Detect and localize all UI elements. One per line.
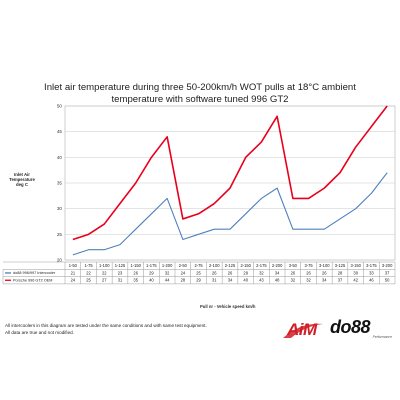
y-tick-label: 45 bbox=[57, 129, 63, 134]
x-tick-label: 1-175 bbox=[146, 263, 157, 268]
data-label: 32 bbox=[291, 278, 296, 283]
x-tick-label: 2-150 bbox=[240, 263, 251, 268]
legend-label-oem: Porsche 996 GT2 OEM bbox=[13, 279, 52, 283]
x-tick-label: 3-75 bbox=[304, 263, 313, 268]
x-tick-label: 2-50 bbox=[179, 263, 188, 268]
series-line-do88 bbox=[72, 172, 388, 256]
data-label: 25 bbox=[86, 278, 91, 283]
data-label: 32 bbox=[165, 270, 170, 275]
x-tick-label: 1-50 bbox=[69, 263, 78, 268]
do88-logo: do88 Performance bbox=[330, 318, 396, 342]
data-label: 21 bbox=[71, 270, 76, 275]
aim-logo: AiM bbox=[281, 320, 325, 340]
data-label: 35 bbox=[133, 278, 138, 283]
footnote-line1: All intercoolers in this diagram are tes… bbox=[5, 323, 207, 328]
x-tick-label: 3-175 bbox=[366, 263, 377, 268]
data-label: 42 bbox=[353, 278, 358, 283]
data-label: 34 bbox=[228, 278, 233, 283]
data-label: 22 bbox=[102, 270, 107, 275]
y-axis-label-line2: Temperature bbox=[9, 177, 35, 183]
chart-title-line2: temperature with software tuned 996 GT2 bbox=[111, 94, 289, 105]
data-label: 28 bbox=[338, 270, 343, 275]
data-label: 33 bbox=[369, 270, 374, 275]
data-label: 29 bbox=[149, 270, 154, 275]
data-label: 26 bbox=[133, 270, 138, 275]
data-label: 29 bbox=[243, 270, 248, 275]
x-tick-label: 3-125 bbox=[335, 263, 346, 268]
y-axis-label: Inlet Air Temperature deg C bbox=[3, 172, 41, 188]
data-label: 22 bbox=[86, 270, 91, 275]
x-tick-label: 3-100 bbox=[319, 263, 330, 268]
y-tick-label: 40 bbox=[57, 155, 63, 160]
aim-logo-text: AiM bbox=[287, 320, 317, 339]
footnote-line2: All data are true and not modified. bbox=[5, 329, 74, 335]
y-tick-label: 25 bbox=[57, 232, 63, 237]
data-label: 34 bbox=[275, 270, 280, 275]
do88-logo-text: do88 bbox=[330, 317, 371, 337]
x-tick-label: 3-200 bbox=[382, 263, 393, 268]
data-label: 26 bbox=[291, 270, 296, 275]
y-tick-label: 30 bbox=[57, 206, 63, 211]
x-tick-label: 2-175 bbox=[256, 263, 267, 268]
y-axis-label-line1: Inlet Air bbox=[14, 172, 30, 177]
do88-logo-tagline: Performance bbox=[372, 335, 392, 339]
data-label: 43 bbox=[259, 278, 264, 283]
data-label: 34 bbox=[322, 278, 327, 283]
data-label: 32 bbox=[259, 270, 264, 275]
legend-label-do88: do88 996/997 Intercooler bbox=[13, 271, 56, 275]
data-label: 46 bbox=[369, 278, 374, 283]
chart-title-line1: Inlet air temperature during three 50-20… bbox=[44, 82, 356, 93]
data-label: 29 bbox=[196, 278, 201, 283]
data-label: 25 bbox=[196, 270, 201, 275]
aim-swoosh-icon bbox=[283, 323, 323, 338]
x-tick-label: 2-125 bbox=[225, 263, 236, 268]
footnotes: All intercoolers in this diagram are tes… bbox=[5, 323, 207, 336]
data-label: 24 bbox=[71, 278, 76, 283]
x-tick-label: 1-100 bbox=[99, 263, 110, 268]
y-axis-label-line3: deg C bbox=[16, 182, 28, 188]
data-label: 26 bbox=[322, 270, 327, 275]
data-label: 32 bbox=[306, 278, 311, 283]
series-line-oem bbox=[72, 105, 388, 241]
data-label: 26 bbox=[212, 270, 217, 275]
y-tick-label: 20 bbox=[57, 258, 63, 263]
x-tick-label: 2-75 bbox=[194, 263, 203, 268]
data-label: 50 bbox=[385, 278, 390, 283]
data-label: 40 bbox=[149, 278, 154, 283]
x-tick-label: 1-75 bbox=[84, 263, 93, 268]
data-label: 26 bbox=[228, 270, 233, 275]
data-label: 37 bbox=[385, 270, 390, 275]
data-label: 40 bbox=[243, 278, 248, 283]
x-tick-label: 2-100 bbox=[209, 263, 220, 268]
x-tick-label: 2-200 bbox=[272, 263, 283, 268]
data-label: 23 bbox=[118, 270, 123, 275]
data-label: 26 bbox=[306, 270, 311, 275]
data-label: 31 bbox=[118, 278, 123, 283]
x-tick-label: 3-50 bbox=[289, 263, 298, 268]
chart-title: Inlet air temperature during three 50-20… bbox=[20, 82, 380, 106]
data-label: 28 bbox=[181, 278, 186, 283]
y-tick-label: 35 bbox=[57, 181, 63, 186]
data-label: 27 bbox=[102, 278, 107, 283]
data-label: 31 bbox=[212, 278, 217, 283]
x-tick-label: 1-200 bbox=[162, 263, 173, 268]
x-tick-label: 1-150 bbox=[130, 263, 141, 268]
data-label: 37 bbox=[338, 278, 343, 283]
data-label: 48 bbox=[275, 278, 280, 283]
x-tick-label: 1-125 bbox=[115, 263, 126, 268]
x-axis-label: Pull nr - Vehicle speed km/h bbox=[200, 304, 256, 309]
data-label: 30 bbox=[353, 270, 358, 275]
data-label: 24 bbox=[181, 270, 186, 275]
data-label: 44 bbox=[165, 278, 170, 283]
x-tick-label: 3-150 bbox=[350, 263, 361, 268]
y-tick-label: 50 bbox=[57, 104, 63, 109]
